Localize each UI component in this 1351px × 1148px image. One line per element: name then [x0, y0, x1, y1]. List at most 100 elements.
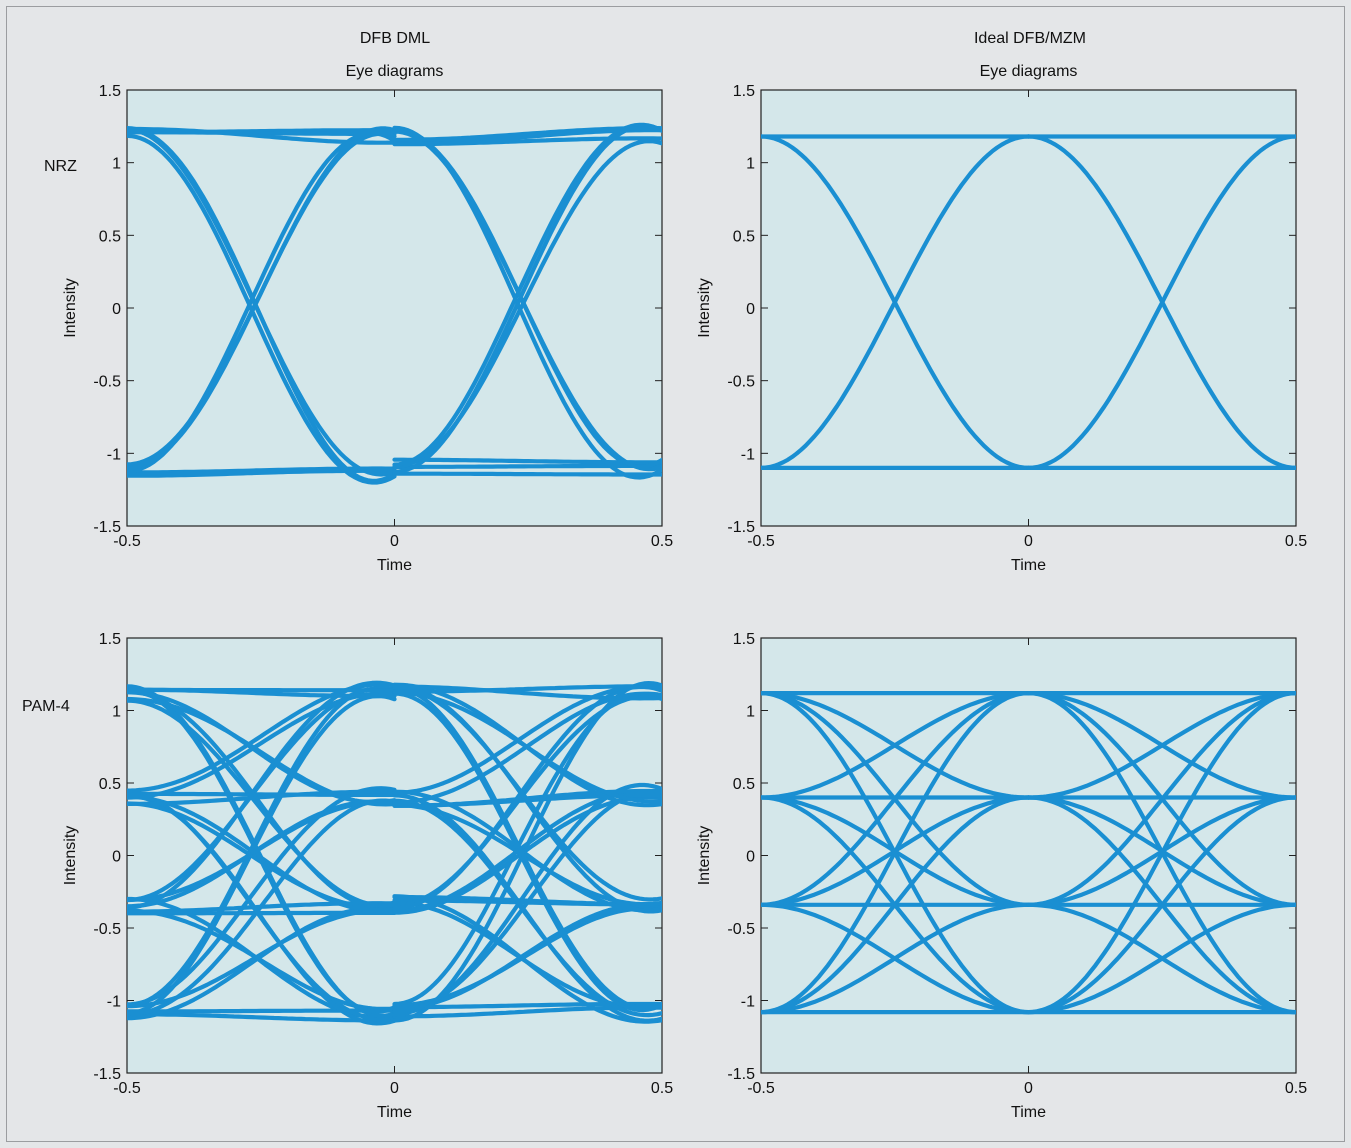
row-label-bottom: PAM-4	[22, 698, 70, 715]
eye-trace	[761, 691, 1031, 907]
plot-area	[760, 89, 1297, 527]
y-tick-label: 1.5	[733, 631, 755, 648]
y-tick-label: -0.5	[93, 374, 121, 391]
eye-trace	[761, 691, 1031, 800]
eye-trace	[761, 134, 1031, 470]
y-tick-label: -1.5	[727, 1066, 755, 1083]
x-tick-label: -0.5	[747, 1080, 775, 1097]
eye-trace	[1026, 691, 1296, 907]
y-tick-label: -0.5	[727, 921, 755, 938]
x-tick-label: -0.5	[113, 1080, 141, 1097]
eye-trace	[392, 684, 662, 911]
y-tick-label: 1.5	[99, 631, 121, 648]
eye-trace	[1026, 134, 1296, 470]
eye-trace	[127, 133, 397, 485]
plot-mzm-nrz: -1.5 -1 -0.5 0 0.5 1 1.5 -0.5 0 0.5 Time Intensity E…	[696, 63, 1307, 574]
eye-trace	[392, 129, 662, 472]
eye-trace	[127, 789, 397, 806]
y-tick-label: 1	[746, 704, 755, 721]
y-axis-label: Intensity	[62, 278, 79, 338]
y-axis-label: Intensity	[62, 826, 79, 886]
eye-trace	[127, 127, 397, 477]
eye-trace	[127, 687, 397, 699]
eye-trace	[392, 684, 662, 694]
y-tick-label: 0.5	[99, 228, 121, 245]
eye-traces	[761, 691, 1296, 1015]
x-tick-label: -0.5	[113, 533, 141, 550]
y-tick-label: 0	[112, 849, 121, 866]
y-axis-label: Intensity	[696, 826, 713, 886]
eye-trace	[127, 696, 397, 807]
plot-title: Eye diagrams	[980, 63, 1078, 80]
x-tick-label: 0	[390, 1080, 399, 1097]
y-tick-label: 1.5	[733, 83, 755, 100]
y-tick-label: 1.5	[99, 83, 121, 100]
eye-trace	[392, 123, 662, 474]
x-tick-label: 0	[390, 533, 399, 550]
eye-trace	[761, 902, 1031, 1015]
x-axis-label: Time	[1011, 1104, 1046, 1121]
y-tick-label: 0.5	[733, 228, 755, 245]
figure-frame	[6, 6, 1345, 1142]
eye-trace	[761, 795, 1031, 1015]
eye-trace	[127, 691, 397, 800]
plot-mzm-pam4: -1.5 -1 -0.5 0 0.5 1 1.5 -0.5 0 0.5 Time Intensity	[696, 631, 1307, 1121]
column-title-right: Ideal DFB/MZM	[974, 30, 1086, 47]
y-tick-label: 1	[112, 156, 121, 173]
x-axis-label: Time	[1011, 557, 1046, 574]
x-tick-label: -0.5	[747, 533, 775, 550]
eye-trace	[127, 694, 397, 1016]
plot-title: Eye diagrams	[346, 63, 444, 80]
y-tick-label: -0.5	[727, 374, 755, 391]
y-tick-label: 0.5	[733, 776, 755, 793]
plot-area	[760, 637, 1297, 1074]
eye-traces	[761, 134, 1296, 470]
eye-trace	[1026, 691, 1296, 1015]
eye-trace	[392, 463, 662, 469]
y-axis-label: Intensity	[696, 278, 713, 338]
eye-trace	[1026, 902, 1296, 1015]
row-label-top: NRZ	[44, 158, 77, 175]
eye-trace	[1026, 795, 1296, 1015]
eye-trace	[761, 691, 1031, 1015]
eye-trace	[392, 685, 662, 902]
eye-trace	[392, 136, 662, 147]
eye-trace	[127, 791, 397, 797]
y-tick-label: -1.5	[93, 1066, 121, 1083]
eye-trace	[392, 686, 662, 1011]
eye-trace	[127, 126, 397, 145]
y-tick-label: 0	[746, 301, 755, 318]
eye-trace	[127, 687, 397, 1014]
y-tick-label: -1.5	[727, 519, 755, 536]
eye-trace	[1026, 691, 1296, 800]
eye-trace	[127, 698, 397, 908]
x-tick-label: 0.5	[1285, 533, 1307, 550]
column-title-left: DFB DML	[360, 30, 430, 47]
x-tick-label: 0.5	[651, 533, 673, 550]
eye-trace	[392, 684, 662, 795]
x-axis-label: Time	[377, 1104, 412, 1121]
eye-trace	[392, 684, 662, 701]
plot-dml-nrz: -1.5 -1 -0.5 0 0.5 1 1.5 -0.5 0 0.5 Time Intensity E…	[62, 63, 673, 574]
y-tick-label: 1	[746, 156, 755, 173]
y-tick-label: -1	[741, 994, 755, 1011]
eye-trace	[392, 789, 662, 913]
eye-traces	[127, 680, 662, 1026]
x-tick-label: 0.5	[1285, 1080, 1307, 1097]
eye-trace	[392, 471, 662, 477]
plot-dml-pam4: -1.5 -1 -0.5 0 0.5 1 1.5 -0.5 0 0.5 Time Intensity	[62, 631, 673, 1121]
eye-traces	[127, 122, 662, 485]
y-tick-label: 0	[746, 849, 755, 866]
y-tick-label: -1	[107, 994, 121, 1011]
x-tick-label: 0	[1024, 533, 1033, 550]
x-tick-label: 0	[1024, 1080, 1033, 1097]
y-tick-label: -0.5	[93, 921, 121, 938]
eye-trace	[127, 130, 397, 136]
eye-trace	[127, 799, 397, 909]
y-tick-label: 0	[112, 301, 121, 318]
x-axis-label: Time	[377, 557, 412, 574]
y-tick-label: -1	[741, 446, 755, 463]
y-tick-label: 1	[112, 704, 121, 721]
y-tick-label: -1.5	[93, 519, 121, 536]
y-tick-label: 0.5	[99, 776, 121, 793]
